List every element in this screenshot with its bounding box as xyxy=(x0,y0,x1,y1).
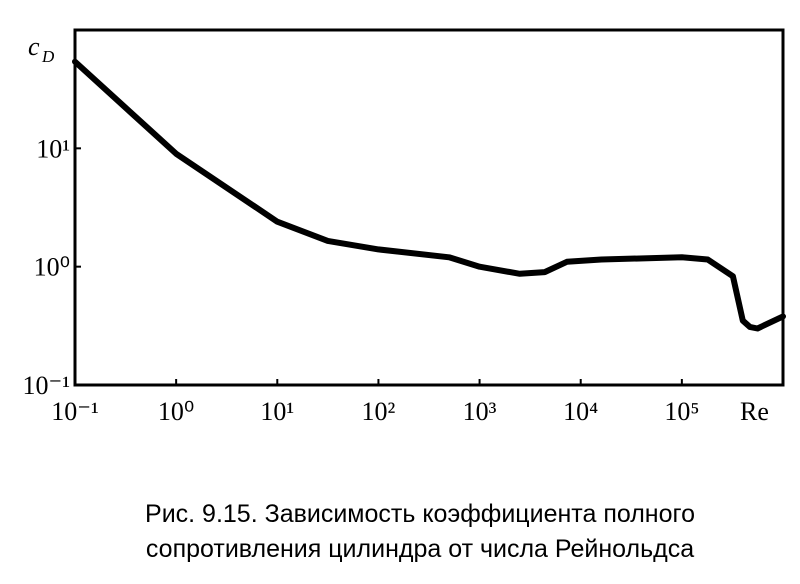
caption-line: Рис. 9.15. Зависимость коэффициента полн… xyxy=(145,500,695,528)
x-tick-label: 10⁵ xyxy=(664,397,699,426)
caption-line: сопротивления цилиндра от числа Рейнольд… xyxy=(146,535,694,563)
x-tick-label: 10² xyxy=(362,397,396,426)
y-axis-label: c xyxy=(28,32,40,61)
y-axis-label-subscript: D xyxy=(41,47,55,66)
x-axis-label: Re xyxy=(740,397,769,426)
x-tick-label: 10⁴ xyxy=(563,397,598,426)
y-tick-label: 10⁰ xyxy=(34,253,70,282)
y-tick-label: 10¹ xyxy=(36,134,70,163)
x-tick-label: 10⁰ xyxy=(158,397,194,426)
x-tick-label: 10¹ xyxy=(260,397,294,426)
plot-frame xyxy=(73,28,785,387)
y-tick-label: 10⁻¹ xyxy=(22,371,70,400)
data-line xyxy=(72,58,786,332)
x-tick-label: 10⁻¹ xyxy=(51,397,99,426)
x-tick-label: 10³ xyxy=(463,397,497,426)
